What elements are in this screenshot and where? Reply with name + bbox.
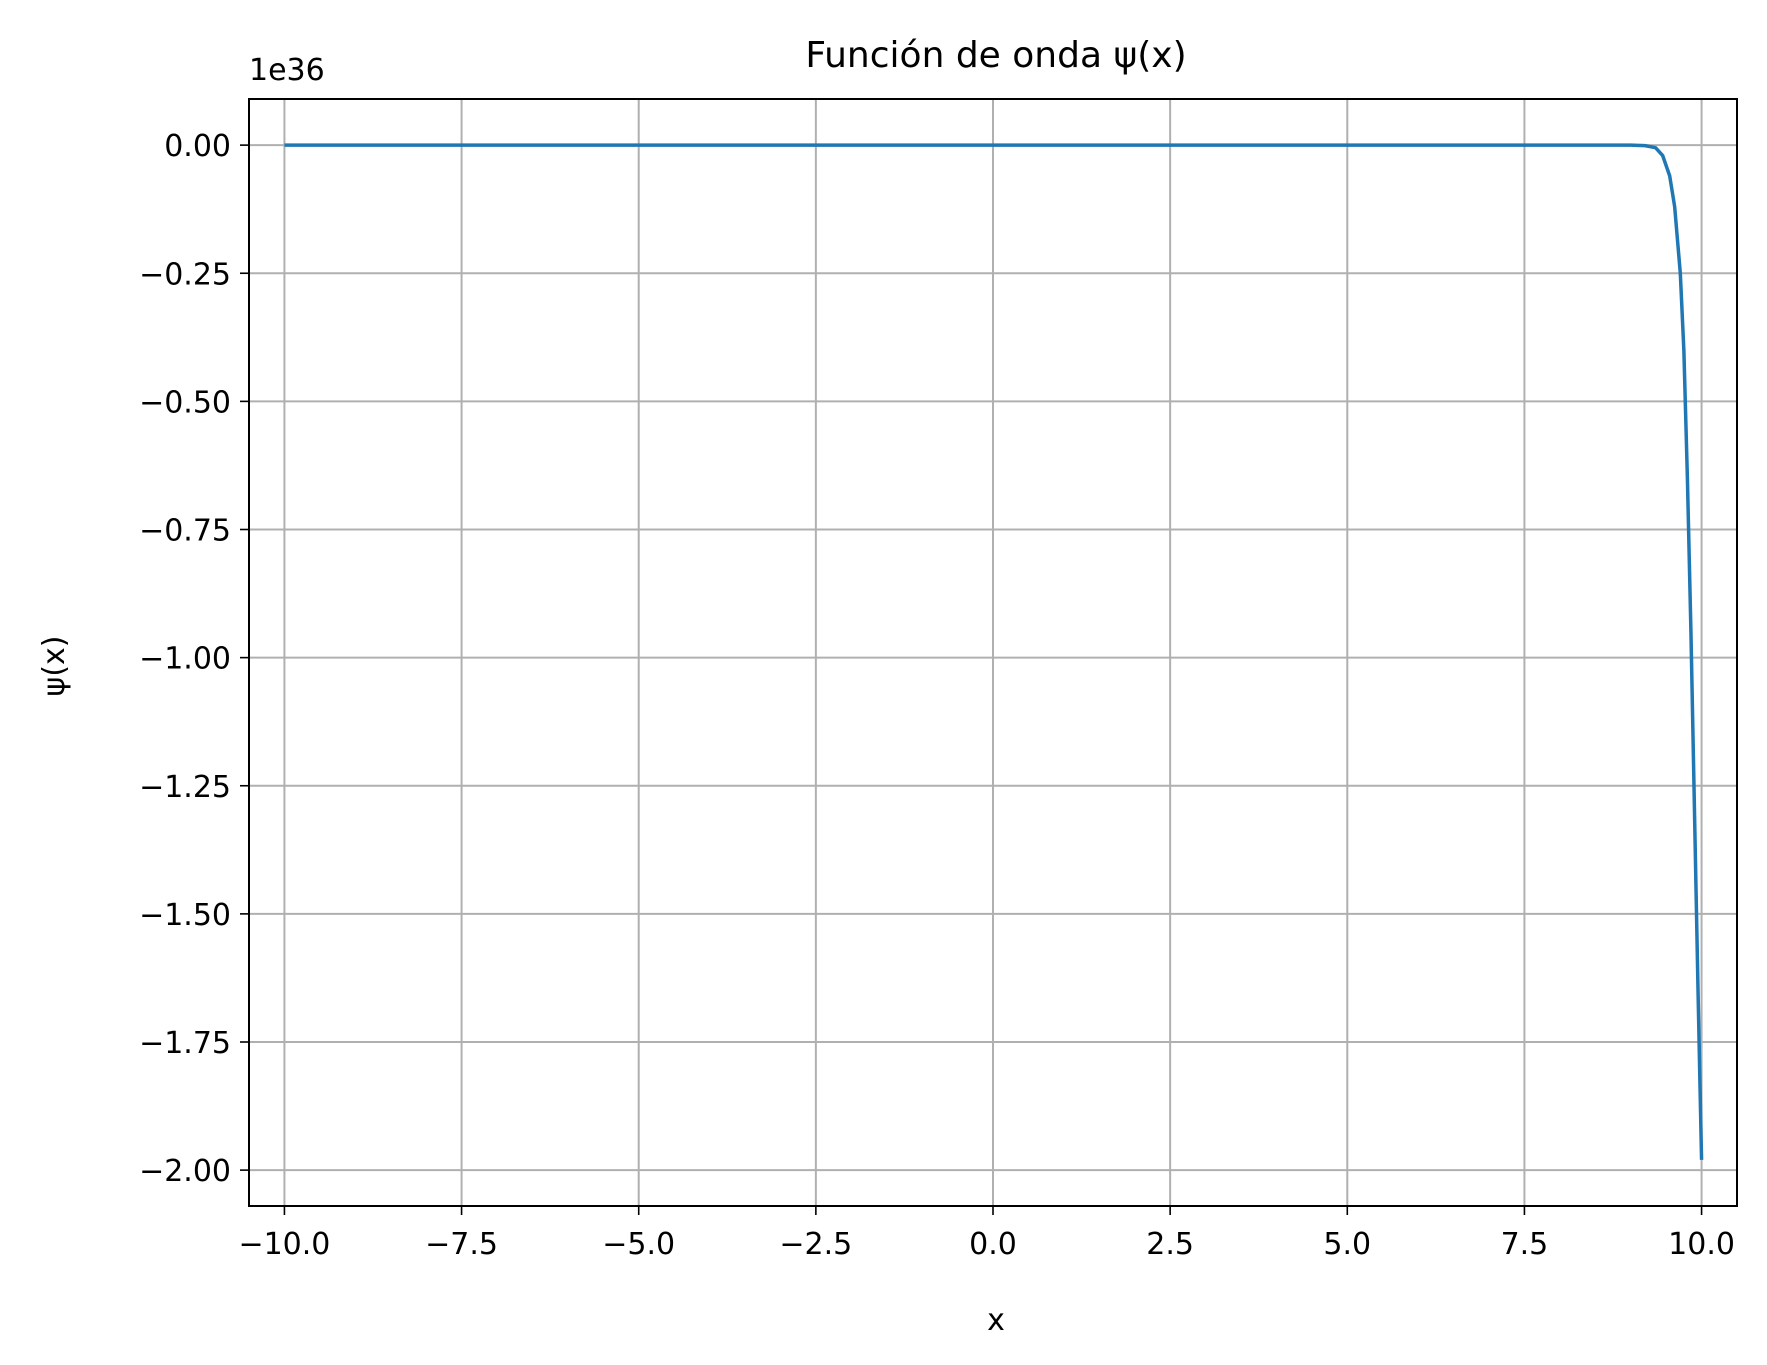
y-tick-label: −1.50 <box>139 898 231 933</box>
x-tick-label: −7.5 <box>425 1227 498 1262</box>
x-tick-label: −5.0 <box>602 1227 675 1262</box>
x-tick-label: 2.5 <box>1146 1227 1194 1262</box>
y-tick-label: −0.75 <box>139 514 231 549</box>
chart-title: Función de onda ψ(x) <box>805 35 1186 76</box>
x-axis-ticks: −10.0 −7.5 −5.0 −2.5 0.0 2.5 5.0 7.5 10.0 <box>238 1206 1735 1262</box>
x-grid-lines <box>283 99 1703 1206</box>
y-tick-label: −1.75 <box>139 1026 231 1061</box>
x-tick-label: 5.0 <box>1323 1227 1371 1262</box>
y-axis-offset-text: 1e36 <box>249 53 325 88</box>
x-tick-label: 0.0 <box>969 1227 1017 1262</box>
series-line-0 <box>284 143 1704 1160</box>
y-tick-label: −0.25 <box>139 257 231 292</box>
x-tick-label: 7.5 <box>1501 1227 1549 1262</box>
y-axis-label: ψ(x) <box>37 636 72 697</box>
x-axis-label: x <box>987 1303 1005 1338</box>
series-layer <box>284 143 1704 1160</box>
y-tick-label: 0.00 <box>164 129 231 164</box>
y-tick-label: −1.25 <box>139 770 231 805</box>
y-tick-label: −2.00 <box>139 1154 231 1189</box>
y-axis-ticks: 0.00 −0.25 −0.50 −0.75 −1.00 −1.25 −1.50 −1.75 −… <box>139 129 249 1189</box>
y-tick-label: −1.00 <box>139 642 231 677</box>
x-tick-label: −2.5 <box>779 1227 852 1262</box>
x-tick-label: −10.0 <box>238 1227 330 1262</box>
y-tick-label: −0.50 <box>139 385 231 420</box>
x-tick-label: 10.0 <box>1668 1227 1735 1262</box>
